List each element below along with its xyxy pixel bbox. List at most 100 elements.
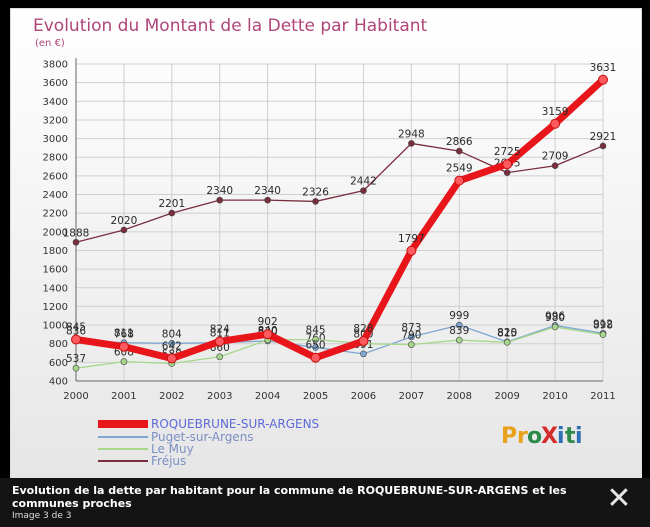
legend-label: Puget-sur-Argens — [151, 430, 254, 444]
logo-letter: r — [517, 424, 528, 449]
logo-letter: o — [527, 424, 542, 449]
y-tick-label: 1400 — [43, 283, 68, 294]
data-point — [214, 336, 225, 347]
data-point — [408, 333, 415, 341]
data-label: 839 — [449, 325, 469, 337]
x-tick-label: 2009 — [494, 391, 519, 402]
data-label: 2549 — [446, 163, 473, 175]
y-tick-label: 600 — [49, 358, 68, 369]
data-label: 845 — [66, 322, 86, 334]
legend-label: Le Muy — [151, 442, 194, 456]
data-label: 2709 — [542, 151, 569, 163]
data-label: 820 — [497, 327, 517, 339]
data-point — [551, 162, 559, 170]
x-tick-label: 2011 — [590, 391, 615, 402]
x-tick-label: 2001 — [111, 391, 136, 402]
y-tick-label: 3800 — [43, 60, 68, 71]
y-tick-label: 2200 — [43, 209, 68, 220]
data-label: 999 — [449, 310, 469, 322]
y-tick-label: 2800 — [43, 153, 68, 164]
y-tick-label: 400 — [49, 377, 68, 388]
logo-letter: i — [557, 424, 565, 449]
data-label: 824 — [210, 323, 230, 335]
data-point — [503, 339, 511, 346]
data-label: 898 — [593, 320, 613, 332]
data-point — [502, 159, 513, 170]
y-tick-label: 3600 — [43, 78, 68, 89]
line-chart: Evolution du Montant de la Dette par Hab… — [11, 9, 641, 479]
data-point — [262, 329, 273, 340]
data-point — [312, 336, 319, 343]
y-tick-label: 1200 — [43, 302, 68, 313]
data-point — [312, 198, 319, 205]
data-point — [71, 334, 81, 345]
data-point — [264, 196, 271, 204]
data-point — [598, 74, 608, 85]
x-tick-label: 2002 — [159, 391, 184, 402]
legend-item: Puget-sur-Argens — [98, 430, 254, 444]
chart-container: Evolution du Montant de la Dette par Hab… — [11, 9, 641, 479]
data-label: 2020 — [111, 215, 138, 227]
axes: 400 600 800 1000 1200 1400 1600 1800 2000 2200 240… — [43, 58, 616, 402]
data-label: 804 — [162, 328, 182, 340]
legend-label: Fréjus — [151, 454, 186, 468]
data-label: 980 — [545, 312, 565, 324]
data-label: 1797 — [398, 233, 425, 245]
data-point — [360, 350, 367, 358]
data-point — [551, 323, 559, 331]
data-point — [408, 341, 415, 348]
data-label: 2725 — [494, 146, 521, 158]
logo-letter: i — [575, 424, 583, 449]
data-point — [310, 352, 321, 363]
y-tick-label: 2600 — [43, 171, 68, 182]
data-label: 790 — [401, 330, 421, 342]
legend-item: ROQUEBRUNE-SUR-ARGENS — [98, 417, 319, 431]
x-tick-label: 2000 — [63, 391, 88, 402]
logo-letter: P — [501, 424, 517, 449]
series-line — [72, 76, 607, 362]
y-tick-label: 3200 — [43, 115, 68, 126]
legend-item: Fréjus — [98, 454, 186, 468]
data-point — [120, 226, 128, 234]
caption-text: Evolution de la dette par habitant pour … — [12, 484, 567, 510]
data-label: 845 — [306, 325, 326, 337]
y-tick-label: 2400 — [43, 190, 68, 201]
legend-item: Le Muy — [98, 442, 194, 456]
series-lines: 1888202022012340234023262442294828662635… — [63, 62, 617, 372]
data-point — [72, 364, 80, 372]
data-label: 2921 — [590, 131, 617, 143]
data-point — [118, 341, 129, 352]
data-point — [455, 336, 463, 344]
data-point — [503, 169, 511, 176]
data-label: 828 — [353, 323, 373, 335]
data-point — [360, 187, 367, 194]
data-label: 3631 — [590, 62, 617, 74]
data-label: 2326 — [302, 186, 329, 198]
data-point — [599, 331, 607, 338]
data-label: 2866 — [446, 136, 473, 148]
data-point — [550, 118, 561, 129]
close-button[interactable]: ✕ — [606, 481, 632, 516]
data-point — [120, 358, 128, 365]
chart-background — [11, 9, 641, 479]
data-label: 3159 — [542, 106, 569, 118]
x-tick-label: 2008 — [447, 391, 472, 402]
series-line — [75, 142, 604, 243]
data-point — [599, 142, 607, 150]
data-label: 912 — [593, 318, 613, 330]
x-tick-label: 2010 — [542, 391, 567, 402]
legend: ROQUEBRUNE-SUR-ARGENSPuget-sur-ArgensLe … — [98, 417, 319, 468]
data-label: 768 — [114, 329, 134, 341]
y-tick-label: 3400 — [43, 97, 68, 108]
y-tick-label: 1000 — [43, 321, 68, 332]
chart-title: Evolution du Montant de la Dette par Hab… — [33, 16, 428, 36]
data-label: 996 — [545, 310, 565, 322]
series-fr-jus: 1888202022012340234023262442294828662635… — [63, 128, 617, 246]
series-roquebrune-sur-argens: 845 768 642 824 902 650 828 1797 2549 2725 3159 363… — [66, 62, 617, 364]
data-point — [168, 209, 176, 217]
data-point — [455, 321, 463, 329]
data-label: 642 — [162, 340, 182, 352]
data-point — [408, 140, 415, 147]
x-tick-label: 2006 — [351, 391, 376, 402]
